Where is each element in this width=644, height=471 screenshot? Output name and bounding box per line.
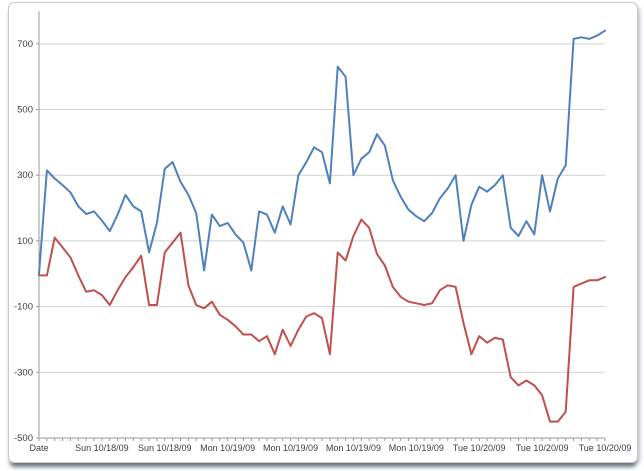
x-tick-label: Tue 10/20/09 [516,443,569,453]
y-tick-label: -300 [14,367,33,378]
x-tick-label: Sun 10/18/09 [75,443,129,453]
x-tick-label: Tue 10/20/09 [579,443,632,453]
x-tick-label: Mon 10/19/09 [389,443,444,453]
series-red-line [38,218,606,423]
series-blue-line [38,29,606,275]
x-tick-label: Mon 10/19/09 [263,443,318,453]
y-tick-label: 300 [17,170,33,181]
y-tick-label: 500 [17,105,33,116]
y-tick-label: 700 [17,39,33,50]
x-tick-label: Tue 10/20/09 [453,443,506,453]
x-tick-label: Date [29,443,48,453]
x-tick-label: Mon 10/19/09 [200,443,255,453]
y-tick-label: 100 [17,236,33,247]
x-tick-label: Sun 10/18/09 [138,443,192,453]
y-tick-label: -100 [14,302,33,313]
chart-frame: 700 500 300 100 -100 -300 -500 Date Sun 10/18/09… [8,2,638,463]
y-tick-label: -500 [14,433,33,444]
x-tick-label: Mon 10/19/09 [326,443,381,453]
